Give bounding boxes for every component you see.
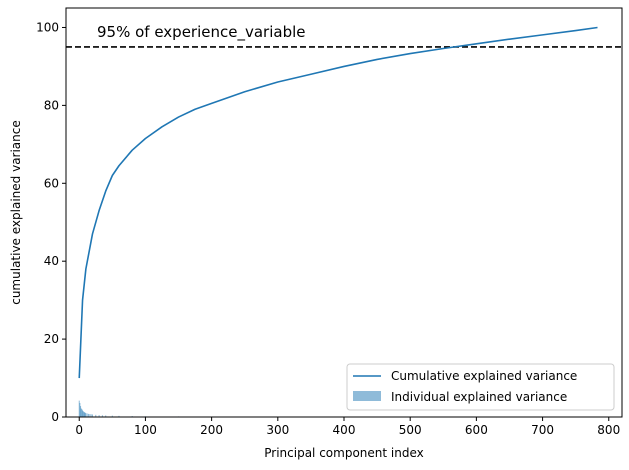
variance-bar (78, 400, 80, 417)
y-tick-label: 80 (44, 98, 59, 112)
variance-bar (83, 411, 85, 417)
variance-bar (79, 402, 81, 417)
threshold-annotation: 95% of experience_variable (97, 23, 305, 42)
x-tick-label: 200 (200, 423, 223, 437)
variance-bar (90, 414, 92, 417)
y-tick-label: 0 (51, 410, 59, 424)
legend-swatch-individual (353, 391, 381, 401)
y-tick-label: 20 (44, 332, 59, 346)
x-axis-ticks: 0 100 200 300 400 500 600 700 800 (75, 417, 620, 437)
x-tick-label: 500 (399, 423, 422, 437)
variance-bar (80, 406, 82, 417)
variance-bar (82, 411, 84, 417)
y-tick-label: 100 (36, 20, 59, 34)
variance-bar (118, 415, 120, 417)
variance-bar (84, 412, 86, 417)
variance-bar (88, 413, 90, 417)
variance-bar (111, 415, 113, 417)
variance-bar (101, 415, 103, 417)
variance-bar (98, 415, 100, 417)
axes-frame (65, 7, 623, 418)
legend-label-individual: Individual explained variance (391, 390, 567, 404)
variance-bar (105, 415, 107, 417)
variance-bar (85, 413, 87, 417)
variance-bar (82, 410, 84, 417)
x-tick-label: 800 (597, 423, 620, 437)
legend: Cumulative explained variance Individual… (346, 363, 615, 411)
cumulative-variance-line (78, 26, 598, 379)
variance-bar (95, 414, 97, 417)
variance-bar (81, 409, 83, 417)
x-tick-label: 300 (266, 423, 289, 437)
y-axis-label: cumulative explained variance (9, 120, 23, 305)
x-axis-label: Principal component index (264, 446, 423, 460)
legend-label-cumulative: Cumulative explained variance (391, 369, 577, 383)
x-tick-label: 0 (75, 423, 83, 437)
x-tick-label: 600 (465, 423, 488, 437)
y-tick-label: 60 (44, 176, 59, 190)
variance-bar (80, 408, 82, 417)
x-tick-label: 100 (134, 423, 157, 437)
x-tick-label: 400 (333, 423, 356, 437)
legend-box (346, 363, 615, 411)
variance-bar (91, 414, 93, 417)
variance-bar (89, 414, 91, 417)
y-tick-label: 40 (44, 254, 59, 268)
y-axis-ticks: 0 20 40 60 80 100 (36, 20, 66, 424)
x-tick-label: 700 (531, 423, 554, 437)
variance-bar (86, 413, 88, 417)
variance-bar (84, 412, 86, 417)
